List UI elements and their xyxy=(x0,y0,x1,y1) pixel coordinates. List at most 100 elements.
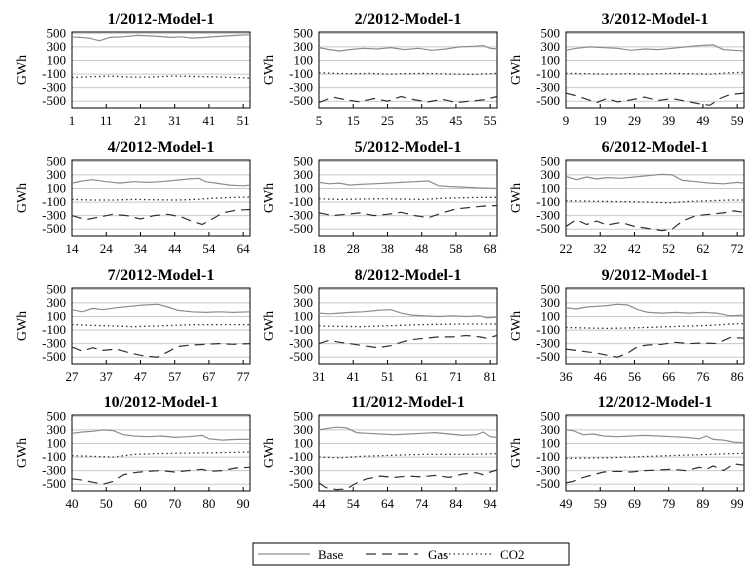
x-tick-label: 84 xyxy=(449,496,463,511)
y-tick-label: -500 xyxy=(536,93,560,108)
x-tick-label: 49 xyxy=(560,496,573,511)
y-tick-label: -500 xyxy=(289,221,313,236)
series-line-base xyxy=(71,429,250,441)
y-tick-label: -300 xyxy=(42,336,66,351)
x-tick-label: 90 xyxy=(237,496,250,511)
y-tick-label: -500 xyxy=(536,476,560,491)
y-tick-label: 300 xyxy=(541,39,561,54)
legend-label-gas: Gas xyxy=(428,547,448,562)
series-line-co2 xyxy=(71,323,250,328)
y-tick-label: -300 xyxy=(289,463,313,478)
x-tick-label: 99 xyxy=(731,496,744,511)
plot-frame xyxy=(71,287,251,365)
x-tick-label: 94 xyxy=(484,496,498,511)
series-line-base xyxy=(565,429,745,444)
y-axis-label: GWh xyxy=(15,183,30,213)
x-tick-label: 79 xyxy=(662,496,675,511)
x-tick-label: 57 xyxy=(168,369,182,384)
y-tick-label: -300 xyxy=(536,80,560,95)
x-tick-label: 37 xyxy=(100,369,114,384)
x-tick-label: 35 xyxy=(415,113,428,128)
plot-frame xyxy=(71,414,251,492)
y-tick-label: 500 xyxy=(294,153,314,168)
plot-frame xyxy=(565,31,745,109)
y-tick-label: -500 xyxy=(536,221,560,236)
y-tick-label: -300 xyxy=(536,336,560,351)
series-line-gas xyxy=(318,334,498,349)
series-line-base xyxy=(318,309,498,319)
y-tick-label: -300 xyxy=(289,336,313,351)
series-line-co2 xyxy=(565,452,745,460)
x-tick-label: 18 xyxy=(313,241,326,256)
x-tick-label: 41 xyxy=(202,113,215,128)
y-tick-label: 500 xyxy=(541,153,561,168)
plot-frame xyxy=(318,159,498,237)
panel-title: 8/2012-Model-1 xyxy=(355,267,462,284)
series-line-base xyxy=(71,34,251,42)
series-line-gas xyxy=(71,342,251,358)
x-tick-label: 15 xyxy=(347,113,360,128)
series-line-base xyxy=(71,303,251,314)
y-tick-label: -100 xyxy=(289,322,313,337)
plot-frame xyxy=(71,31,251,109)
y-tick-label: -300 xyxy=(289,80,313,95)
x-tick-label: 50 xyxy=(100,496,113,511)
y-axis-label: GWh xyxy=(509,183,524,213)
series-line-gas xyxy=(318,469,498,491)
x-tick-label: 59 xyxy=(731,113,744,128)
y-tick-label: 100 xyxy=(541,436,561,451)
series-line-co2 xyxy=(71,196,251,201)
panel-title: 1/2012-Model-1 xyxy=(108,11,215,28)
series-line-base xyxy=(565,44,745,52)
series-line-base xyxy=(318,44,498,52)
x-tick-label: 9 xyxy=(563,113,570,128)
x-tick-label: 31 xyxy=(168,113,181,128)
y-tick-label: -100 xyxy=(42,322,66,337)
y-axis-label: GWh xyxy=(509,55,524,85)
x-tick-label: 39 xyxy=(662,113,675,128)
x-tick-label: 44 xyxy=(313,496,327,511)
x-tick-label: 64 xyxy=(237,241,251,256)
legend-box xyxy=(252,542,570,566)
y-tick-label: -500 xyxy=(42,349,66,364)
panel-title: 7/2012-Model-1 xyxy=(108,267,215,284)
series-line-co2 xyxy=(318,453,498,459)
x-tick-label: 22 xyxy=(560,241,573,256)
y-tick-label: -500 xyxy=(42,93,66,108)
x-tick-label: 34 xyxy=(134,241,148,256)
y-tick-label: -300 xyxy=(536,463,560,478)
series-line-co2 xyxy=(318,196,497,201)
y-tick-label: 300 xyxy=(294,39,314,54)
legend-label-base: Base xyxy=(318,547,344,562)
y-tick-label: 500 xyxy=(294,408,314,423)
y-tick-label: -300 xyxy=(42,80,66,95)
series-line-gas xyxy=(565,92,745,106)
y-tick-label: 300 xyxy=(47,39,67,54)
x-tick-label: 54 xyxy=(202,241,216,256)
x-tick-label: 80 xyxy=(202,496,215,511)
x-tick-label: 64 xyxy=(381,496,395,511)
legend: Base Gas CO2 xyxy=(252,542,570,566)
y-axis-label: GWh xyxy=(15,438,30,468)
x-tick-label: 55 xyxy=(484,113,497,128)
x-tick-label: 61 xyxy=(415,369,428,384)
x-tick-label: 72 xyxy=(731,241,744,256)
series-line-base xyxy=(318,426,498,438)
x-tick-label: 69 xyxy=(628,496,641,511)
y-tick-label: 100 xyxy=(47,436,67,451)
panel-title: 11/2012-Model-1 xyxy=(351,394,465,411)
x-tick-label: 45 xyxy=(449,113,462,128)
x-tick-label: 41 xyxy=(347,369,360,384)
y-tick-label: 500 xyxy=(541,281,561,296)
y-tick-label: 500 xyxy=(47,281,67,296)
series-line-co2 xyxy=(318,323,497,328)
panel-title: 6/2012-Model-1 xyxy=(602,139,709,156)
y-tick-label: 100 xyxy=(541,181,561,196)
